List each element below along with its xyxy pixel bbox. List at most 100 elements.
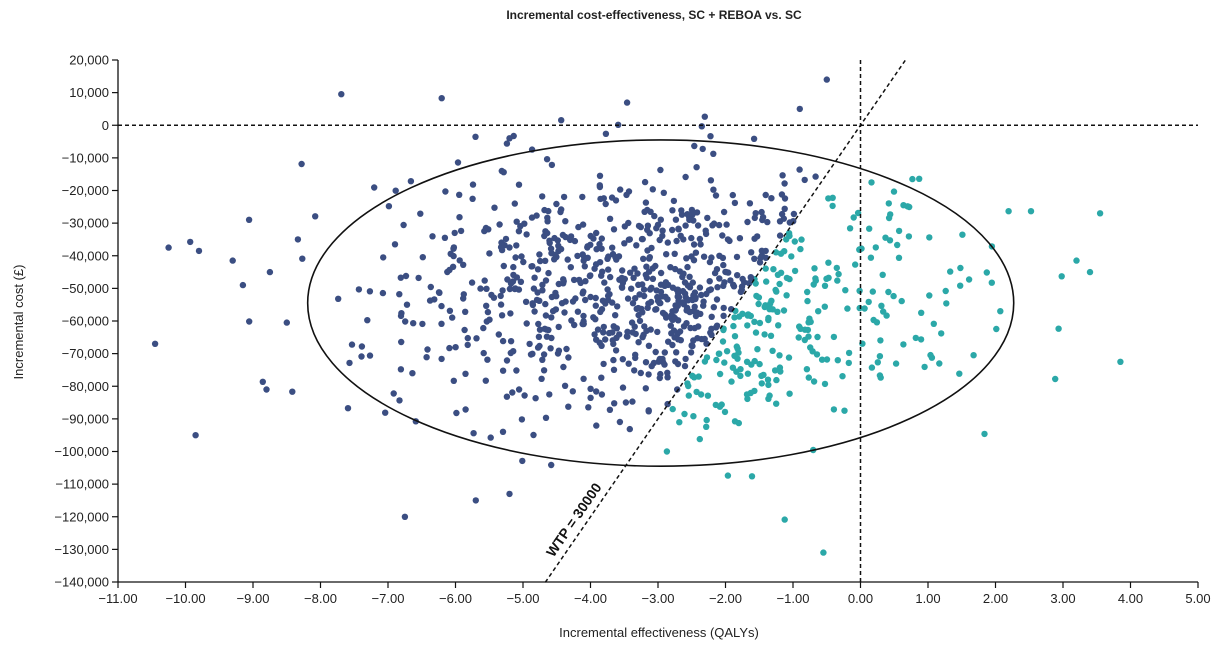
data-point (294, 236, 302, 243)
data-point (1117, 358, 1124, 365)
data-point (600, 329, 607, 336)
data-point (582, 296, 589, 304)
data-point (821, 282, 829, 289)
data-point (402, 272, 410, 280)
data-point (1086, 268, 1094, 276)
data-point (402, 318, 409, 325)
data-point (622, 399, 630, 406)
y-tick-label: 10,000 (69, 85, 109, 100)
data-point (783, 292, 790, 299)
data-point (366, 352, 374, 359)
data-point (699, 145, 706, 153)
data-point (640, 286, 648, 293)
data-point (734, 272, 741, 279)
data-point (715, 221, 723, 229)
data-point (684, 211, 691, 218)
data-point (496, 221, 503, 228)
y-tick-label: −10,000 (62, 150, 109, 165)
data-point (692, 294, 699, 301)
data-point (673, 349, 680, 356)
data-point (397, 366, 405, 373)
data-point (839, 373, 846, 380)
data-point (695, 323, 702, 330)
data-point (520, 258, 527, 266)
data-point (795, 334, 802, 341)
data-point (456, 214, 463, 221)
data-point (464, 334, 471, 342)
data-point (983, 269, 990, 276)
data-point (641, 208, 648, 215)
data-point (617, 186, 624, 193)
data-point (779, 172, 786, 179)
data-point (657, 370, 664, 378)
data-point (541, 325, 548, 332)
data-point (567, 264, 574, 271)
data-point (629, 329, 636, 336)
data-point (409, 370, 416, 377)
data-point (823, 275, 830, 282)
data-point (626, 425, 633, 433)
data-point (438, 302, 445, 310)
data-point (942, 287, 949, 295)
data-point (587, 394, 594, 401)
data-point (642, 385, 649, 392)
data-point (438, 95, 445, 102)
data-point (661, 361, 668, 368)
data-point (700, 298, 707, 305)
data-point (936, 360, 943, 367)
data-point (663, 314, 670, 321)
data-point (449, 314, 456, 321)
data-point (635, 281, 642, 288)
data-point (690, 257, 698, 264)
data-point (661, 349, 668, 356)
data-point (521, 220, 528, 227)
data-point (854, 209, 862, 217)
data-point (513, 242, 520, 249)
x-tick-label: −1.00 (777, 591, 810, 606)
data-point (454, 159, 462, 166)
data-point (613, 325, 620, 332)
data-point (720, 326, 727, 334)
data-point (450, 245, 457, 252)
data-point (738, 283, 746, 290)
data-point (195, 247, 203, 255)
data-point (720, 261, 727, 269)
data-point (612, 347, 620, 354)
data-point (868, 179, 875, 186)
data-point (398, 338, 405, 346)
data-point (659, 355, 666, 363)
y-tick-label: −40,000 (62, 248, 109, 263)
data-point (506, 244, 513, 251)
data-point (679, 287, 687, 295)
data-point (760, 371, 767, 379)
data-point (481, 277, 488, 284)
data-point (585, 404, 592, 411)
data-point (612, 312, 619, 319)
data-point (462, 406, 469, 413)
data-point (684, 297, 692, 304)
data-point (358, 343, 366, 350)
data-point (436, 289, 443, 296)
data-point (542, 257, 549, 264)
data-point (507, 349, 514, 357)
data-point (659, 227, 666, 234)
data-point (259, 378, 266, 385)
data-point (593, 388, 600, 395)
data-point (667, 264, 674, 271)
data-point (874, 359, 881, 366)
data-point (417, 210, 424, 217)
data-point (669, 405, 676, 413)
data-point (842, 287, 849, 294)
data-point (507, 310, 514, 317)
data-point (635, 222, 643, 230)
data-point (507, 338, 515, 345)
data-point (644, 304, 651, 311)
data-point (751, 318, 758, 325)
data-point (845, 359, 852, 367)
y-tick-label: −120,000 (54, 509, 109, 524)
data-point (993, 325, 1000, 333)
data-point (748, 249, 755, 256)
data-point (921, 363, 928, 371)
data-point (722, 268, 729, 276)
data-point (729, 191, 736, 199)
